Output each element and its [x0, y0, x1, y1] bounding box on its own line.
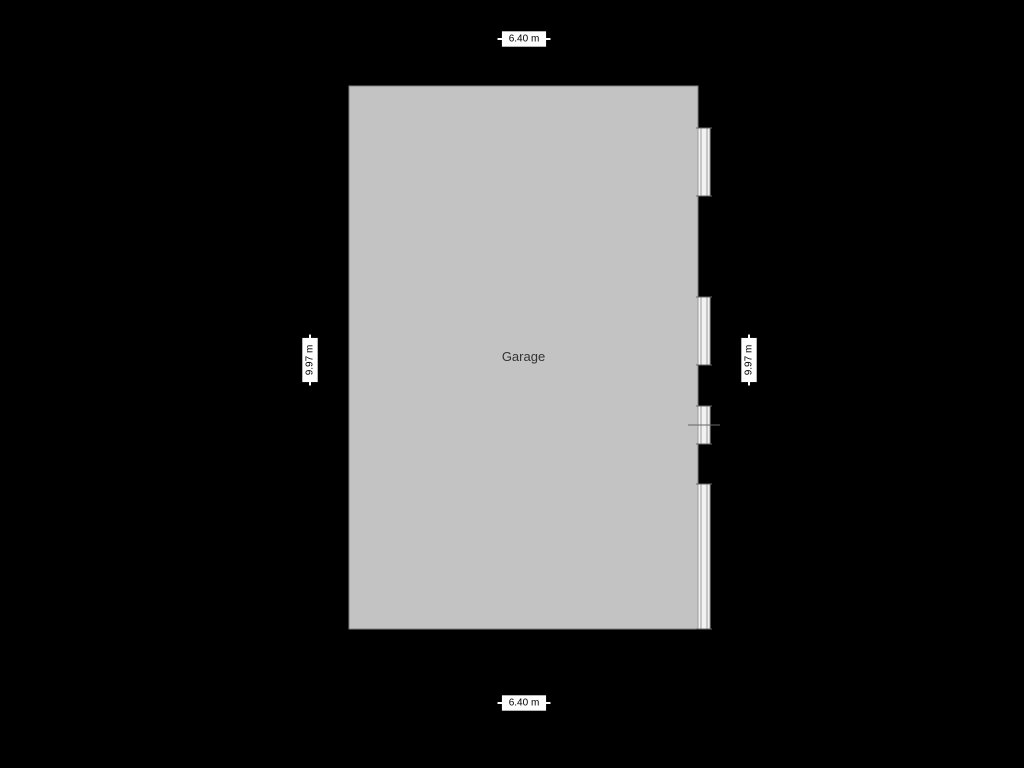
opening-bottom-right: [696, 484, 712, 629]
dim-top: 6.40 m: [502, 31, 547, 47]
dim-right: 9.97 m: [741, 338, 757, 383]
svg-text:6.40 m: 6.40 m: [509, 698, 540, 709]
svg-text:6.40 m: 6.40 m: [509, 34, 540, 45]
opening-mid-right: [696, 297, 712, 365]
svg-text:9.97 m: 9.97 m: [305, 345, 316, 376]
dim-tick: [498, 38, 503, 40]
dim-tick: [498, 702, 503, 704]
dim-tick: [748, 335, 750, 340]
dim-bottom: 6.40 m: [502, 695, 547, 711]
room-label: Garage: [502, 349, 545, 364]
svg-text:9.97 m: 9.97 m: [744, 345, 755, 376]
dim-tick: [546, 38, 551, 40]
dim-tick: [748, 381, 750, 386]
dim-left: 9.97 m: [302, 338, 318, 383]
dim-tick: [309, 335, 311, 340]
opening-top-right: [696, 128, 712, 196]
dim-tick: [546, 702, 551, 704]
dim-tick: [309, 381, 311, 386]
